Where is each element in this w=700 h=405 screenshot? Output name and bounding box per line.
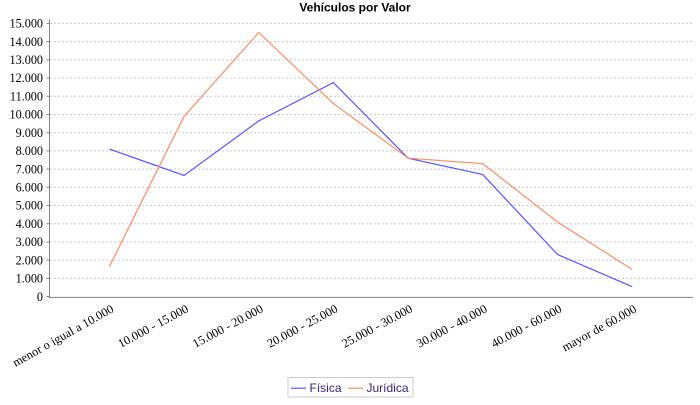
svg-text:11.000: 11.000 [10,90,43,104]
svg-text:4.000: 4.000 [16,217,43,231]
svg-text:5.000: 5.000 [16,199,43,213]
svg-text:10.000: 10.000 [9,108,43,122]
svg-text:9.000: 9.000 [16,126,43,140]
svg-text:12.000: 12.000 [9,71,43,85]
svg-text:0: 0 [37,290,43,304]
svg-text:Física: Física [310,381,342,395]
svg-text:8.000: 8.000 [16,144,43,158]
svg-text:Vehículos por Valor: Vehículos por Valor [299,1,411,15]
svg-text:3.000: 3.000 [16,235,43,249]
svg-text:Jurídica: Jurídica [367,381,409,395]
svg-text:14.000: 14.000 [9,35,43,49]
svg-text:1.000: 1.000 [16,272,43,286]
svg-text:2.000: 2.000 [16,253,43,267]
svg-text:13.000: 13.000 [9,53,43,67]
svg-text:7.000: 7.000 [16,162,43,176]
svg-text:15.000: 15.000 [9,17,43,31]
svg-text:6.000: 6.000 [16,181,43,195]
